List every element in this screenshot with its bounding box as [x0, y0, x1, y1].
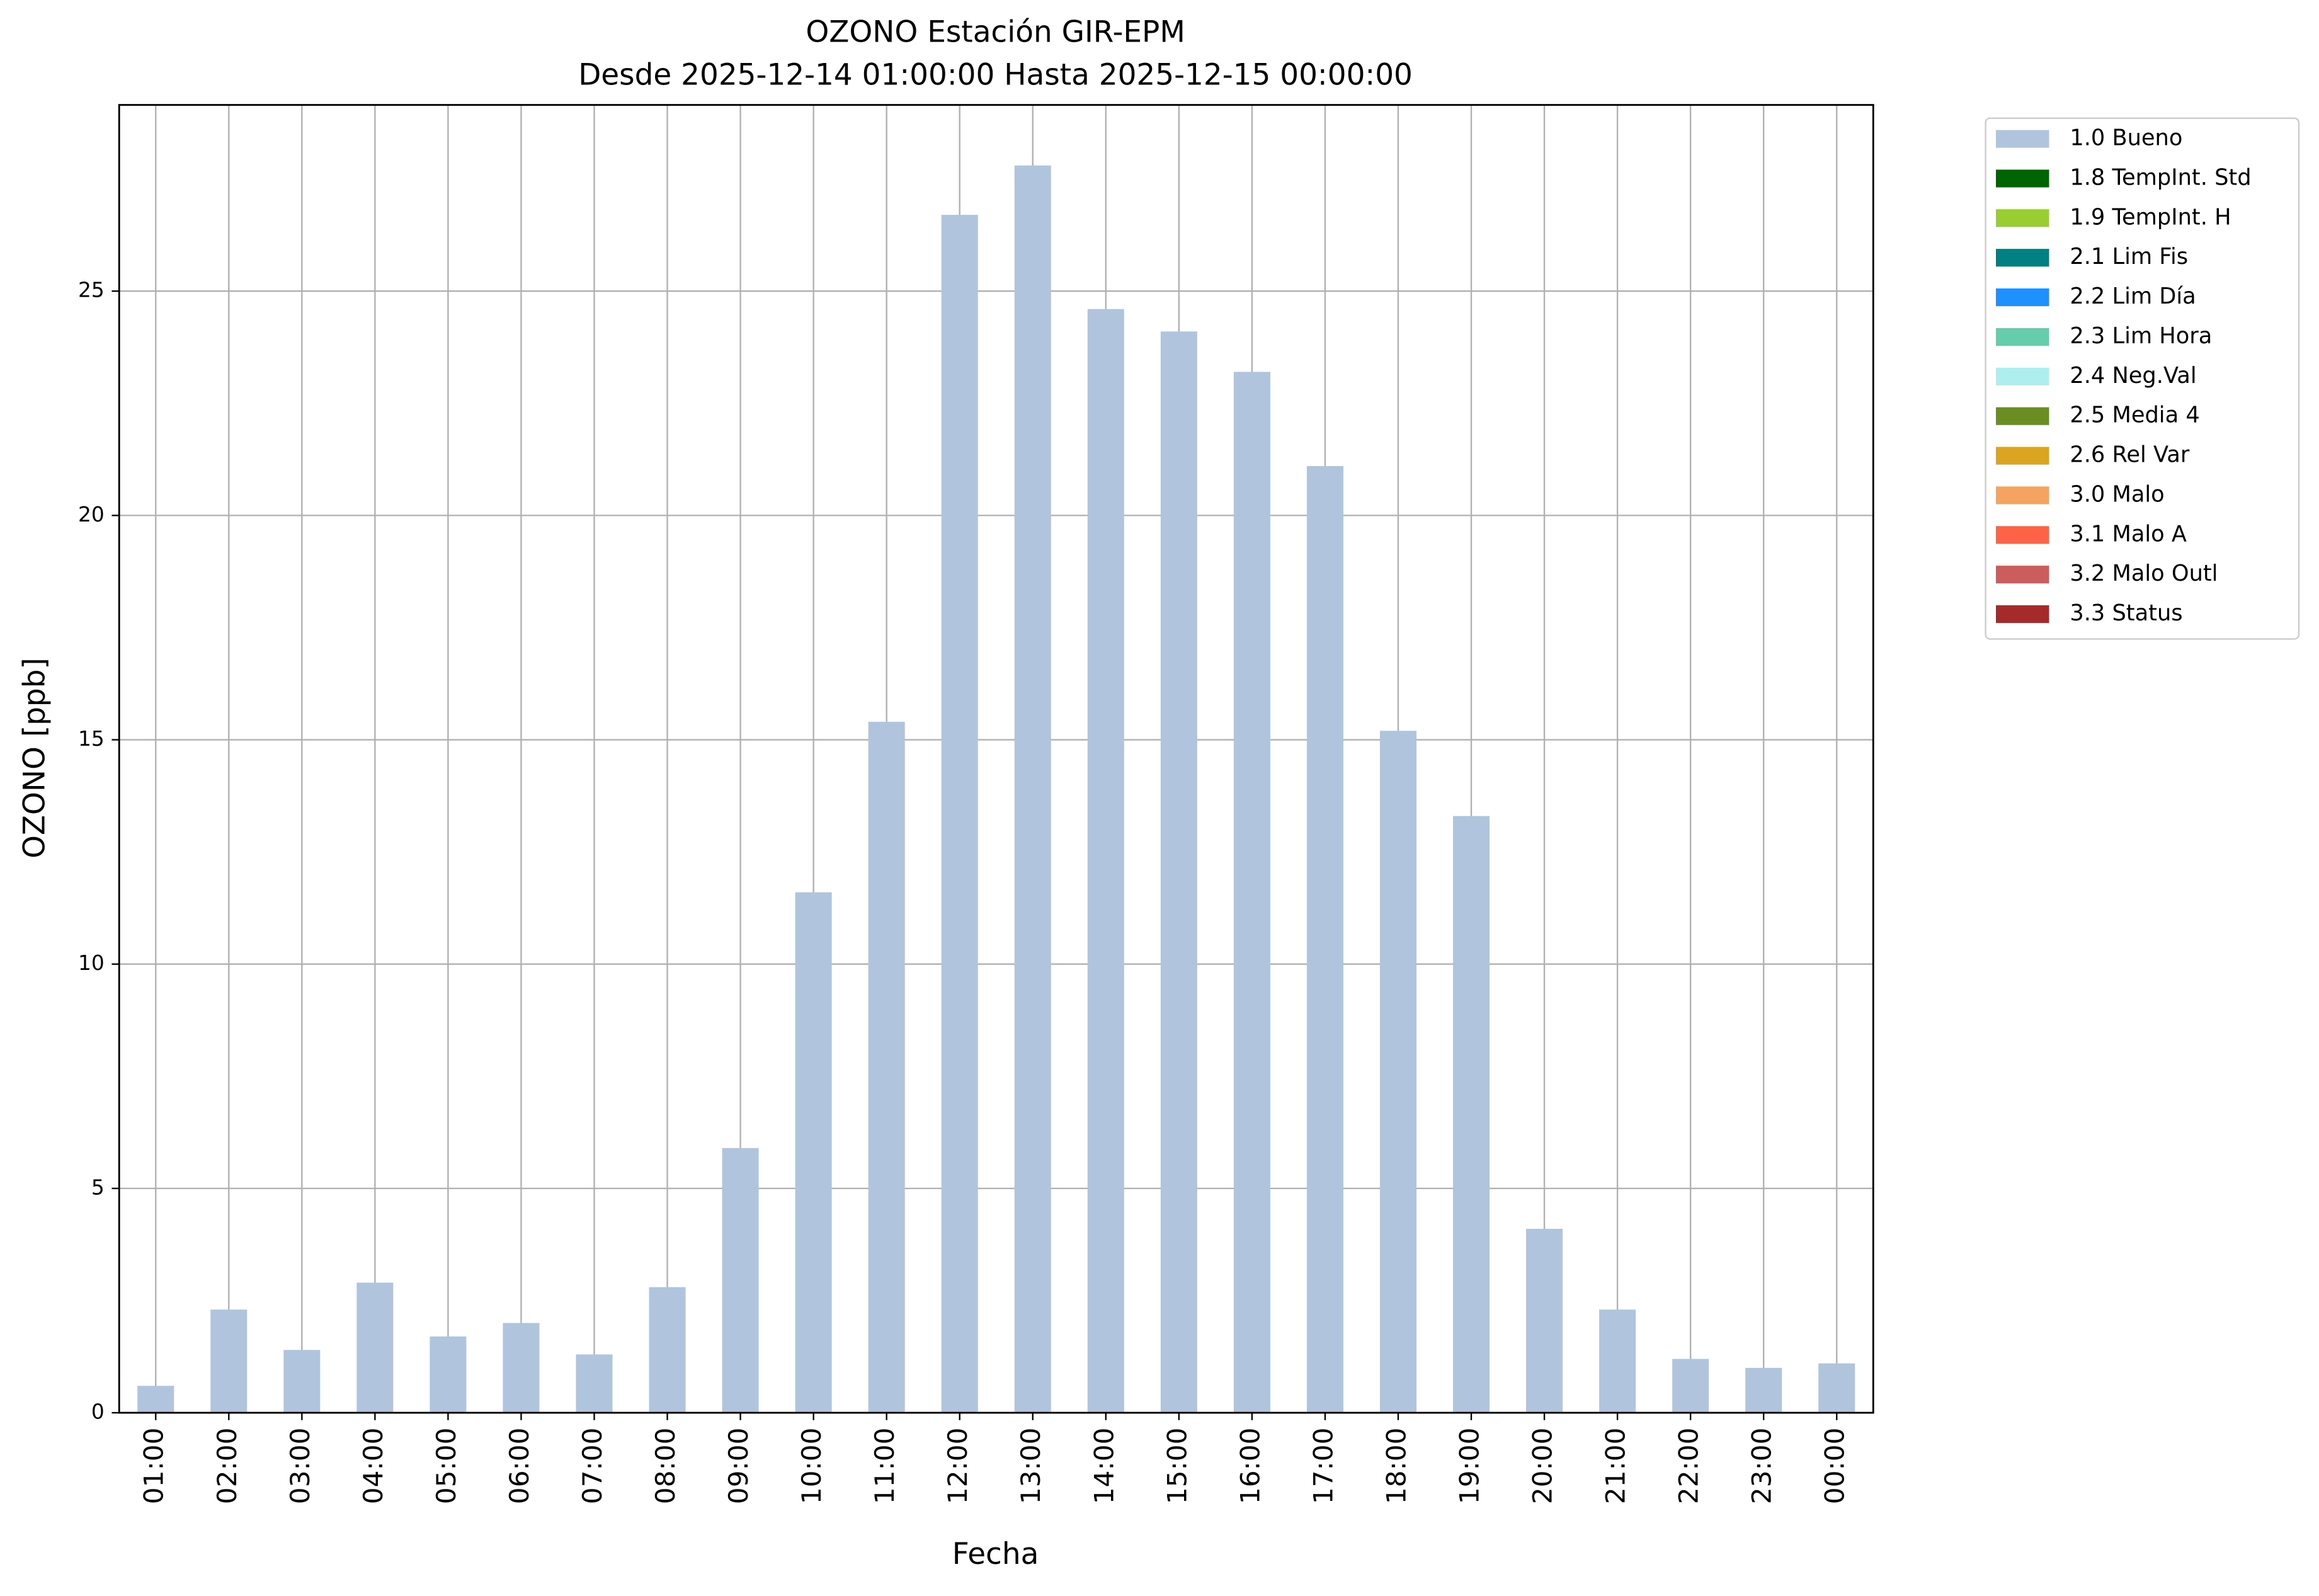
legend-label: 1.9 TempInt. H	[2070, 204, 2231, 230]
y-tick-label: 25	[78, 278, 105, 302]
legend-box	[1985, 117, 2300, 640]
x-tick-label: 13:00	[1015, 1428, 1046, 1505]
bar	[722, 1148, 759, 1413]
legend-swatch	[1996, 249, 2049, 267]
bar	[1379, 731, 1416, 1413]
legend-label: 2.1 Lim Fis	[2070, 244, 2188, 270]
y-tick-label: 10	[78, 951, 105, 975]
x-tick-label: 17:00	[1308, 1428, 1338, 1505]
x-tick-label: 08:00	[650, 1428, 681, 1505]
bar	[576, 1354, 613, 1413]
x-axis-label: Fecha	[952, 1537, 1039, 1571]
bar	[503, 1323, 540, 1413]
x-tick-label: 12:00	[942, 1428, 973, 1505]
legend-swatch	[1996, 130, 2049, 148]
chart-subtitle: Desde 2025-12-14 01:00:00 Hasta 2025-12-…	[578, 58, 1413, 93]
legend-swatch	[1996, 566, 2049, 584]
x-tick-label: 11:00	[869, 1428, 900, 1505]
legend-label: 3.0 Malo	[2070, 481, 2164, 507]
bar	[1160, 331, 1197, 1413]
chart-title: OZONO Estación GIR-EPM	[806, 14, 1185, 49]
legend-swatch	[1996, 288, 2049, 307]
x-tick-label: 09:00	[723, 1428, 754, 1505]
x-tick-label: 10:00	[796, 1428, 827, 1505]
legend-swatch	[1996, 447, 2049, 465]
x-tick-label: 22:00	[1673, 1428, 1704, 1505]
legend-label: 2.5 Media 4	[2070, 402, 2199, 428]
bar	[1745, 1367, 1782, 1413]
legend-swatch	[1996, 407, 2049, 425]
y-tick-label: 5	[91, 1175, 105, 1199]
y-tick-label: 20	[78, 503, 105, 527]
bar	[1526, 1228, 1563, 1413]
bar	[1599, 1309, 1636, 1413]
x-tick-label: 04:00	[358, 1428, 389, 1505]
plot-frame	[118, 104, 1874, 1414]
legend-swatch	[1996, 367, 2049, 385]
x-tick-label: 18:00	[1381, 1428, 1411, 1505]
bar	[1453, 816, 1490, 1413]
bar	[649, 1287, 686, 1413]
bar	[210, 1309, 248, 1413]
x-tick-label: 00:00	[1820, 1428, 1850, 1505]
bar	[1014, 165, 1051, 1413]
bar	[356, 1282, 394, 1413]
x-tick-label: 03:00	[285, 1428, 316, 1505]
x-tick-label: 16:00	[1234, 1428, 1265, 1505]
bar	[1087, 309, 1124, 1413]
legend-swatch	[1996, 486, 2049, 504]
x-tick-label: 15:00	[1161, 1428, 1192, 1505]
bar	[430, 1336, 467, 1413]
legend-label: 2.6 Rel Var	[2070, 442, 2190, 468]
x-tick-label: 05:00	[431, 1428, 462, 1505]
legend-label: 3.3 Status	[2070, 600, 2182, 626]
x-tick-label: 19:00	[1454, 1428, 1485, 1505]
legend-label: 2.3 Lim Hora	[2070, 323, 2212, 349]
x-tick-label: 21:00	[1600, 1428, 1631, 1505]
legend-label: 1.0 Bueno	[2070, 125, 2182, 151]
legend-label: 2.2 Lim Día	[2070, 283, 2196, 309]
x-tick-label: 23:00	[1746, 1428, 1777, 1505]
y-tick-label: 15	[78, 727, 105, 751]
x-tick-label: 07:00	[577, 1428, 608, 1505]
legend-label: 2.4 Neg.Val	[2070, 363, 2196, 389]
legend-swatch	[1996, 209, 2049, 227]
x-tick-label: 14:00	[1088, 1428, 1119, 1505]
x-tick-label: 01:00	[139, 1428, 169, 1505]
x-tick-label: 02:00	[212, 1428, 242, 1505]
legend-swatch	[1996, 328, 2049, 346]
bar	[1306, 466, 1343, 1413]
y-axis-label: OZONO [ppb]	[17, 658, 52, 858]
bar	[1672, 1359, 1709, 1413]
y-tick-label: 0	[91, 1400, 105, 1424]
legend-label: 3.2 Malo Outl	[2070, 561, 2218, 586]
legend-swatch	[1996, 526, 2049, 544]
bar	[283, 1350, 321, 1413]
bar	[868, 722, 905, 1413]
bar	[795, 892, 832, 1413]
legend-swatch	[1996, 605, 2049, 624]
x-tick-label: 20:00	[1527, 1428, 1558, 1505]
bar	[137, 1386, 174, 1413]
legend-swatch	[1996, 169, 2049, 188]
bar	[941, 215, 978, 1413]
bar	[1233, 372, 1270, 1413]
legend-label: 1.8 TempInt. Std	[2070, 164, 2251, 190]
bar	[1818, 1363, 1855, 1413]
legend-label: 3.1 Malo A	[2070, 521, 2187, 547]
x-tick-label: 06:00	[504, 1428, 535, 1505]
